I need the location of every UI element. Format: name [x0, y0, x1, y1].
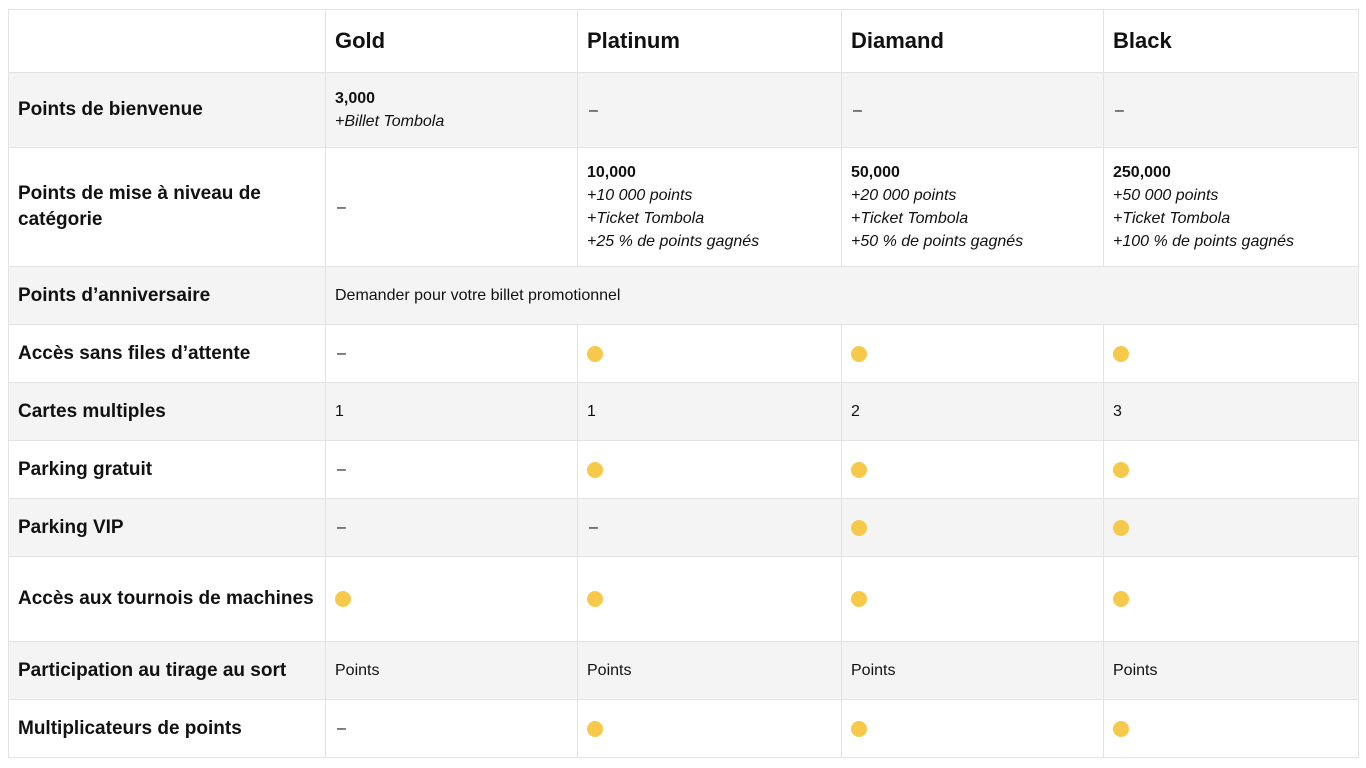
row-label: Points de mise à niveau de catégorie: [8, 147, 326, 267]
note-text: +Billet Tombola: [335, 113, 445, 130]
value-text: 50,000: [851, 164, 900, 181]
note-text: +50 % de points gagnés: [851, 233, 1024, 250]
upgrade-platinum-cell: 10,000 +10 000 points +Ticket Tombola +2…: [577, 147, 842, 267]
birthday-value: Demander pour votre billet promotionnel: [325, 266, 1359, 325]
dash-text: –: [589, 101, 598, 119]
note-text: +20 000 points: [851, 187, 957, 204]
value-text: 10,000: [587, 164, 636, 181]
note-text: +10 000 points: [587, 187, 693, 204]
table-row: Multiplicateurs de points –: [8, 699, 1359, 758]
yellow-dot-icon: [851, 461, 867, 478]
dash-text: –: [589, 519, 598, 536]
points-text: Points: [1103, 641, 1359, 700]
row-label: Multiplicateurs de points: [8, 699, 326, 758]
dash-text: –: [337, 720, 346, 737]
dash-text: –: [1115, 101, 1124, 119]
row-label: Points de bienvenue: [8, 72, 326, 148]
upgrade-diamand-cell: 50,000 +20 000 points +Ticket Tombola +5…: [841, 147, 1104, 267]
yellow-dot-icon: [587, 720, 603, 737]
yellow-dot-icon: [1113, 720, 1129, 737]
tier-header-platinum: Platinum: [577, 9, 842, 73]
dash-text: –: [337, 519, 346, 536]
note-text: +Ticket Tombola: [587, 210, 705, 227]
table-row: Points de bienvenue 3,000 +Billet Tombol…: [8, 72, 1359, 148]
dash-text: –: [337, 461, 346, 478]
dash-text: –: [337, 345, 346, 362]
note-text: +Ticket Tombola: [1113, 210, 1231, 227]
tier-header-black: Black: [1103, 9, 1359, 73]
dash-text: –: [337, 198, 346, 216]
yellow-dot-icon: [851, 519, 867, 536]
upgrade-black-cell: 250,000 +50 000 points +Ticket Tombola +…: [1103, 147, 1359, 267]
table-row: Cartes multiples 1 1 2 3: [8, 382, 1359, 441]
row-label: Parking VIP: [8, 498, 326, 557]
yellow-dot-icon: [587, 461, 603, 478]
dash-text: –: [853, 101, 862, 119]
yellow-dot-icon: [1113, 591, 1129, 608]
row-label: Cartes multiples: [8, 382, 326, 441]
yellow-dot-icon: [1113, 345, 1129, 362]
note-text: +Ticket Tombola: [851, 210, 969, 227]
yellow-dot-icon: [1113, 461, 1129, 478]
yellow-dot-icon: [587, 345, 603, 362]
points-text: Points: [577, 641, 842, 700]
note-text: +50 000 points: [1113, 187, 1219, 204]
count-text: 1: [325, 382, 578, 441]
row-label: Accès sans files d’attente: [8, 324, 326, 383]
yellow-dot-icon: [587, 591, 603, 608]
count-text: 3: [1103, 382, 1359, 441]
table-row: Parking VIP – –: [8, 498, 1359, 557]
row-label: Accès aux tournois de machines: [8, 556, 326, 642]
yellow-dot-icon: [851, 591, 867, 608]
yellow-dot-icon: [1113, 519, 1129, 536]
table-row: Parking gratuit –: [8, 440, 1359, 499]
row-label: Parking gratuit: [8, 440, 326, 499]
row-label: Participation au tirage au sort: [8, 641, 326, 700]
table-row: Accès sans files d’attente –: [8, 324, 1359, 383]
value-text: 3,000: [335, 90, 376, 107]
count-text: 2: [841, 382, 1104, 441]
yellow-dot-icon: [851, 720, 867, 737]
points-text: Points: [841, 641, 1104, 700]
value-text: 250,000: [1113, 164, 1171, 181]
welcome-gold-cell: 3,000 +Billet Tombola: [325, 72, 578, 148]
table-row: Points d’anniversaire Demander pour votr…: [8, 266, 1359, 325]
tier-header-diamand: Diamand: [841, 9, 1104, 73]
row-label: Points d’anniversaire: [8, 266, 326, 325]
count-text: 1: [577, 382, 842, 441]
table-row: Points de mise à niveau de catégorie – 1…: [8, 147, 1359, 267]
note-text: +25 % de points gagnés: [587, 233, 760, 250]
table-row: Participation au tirage au sort Points P…: [8, 641, 1359, 700]
table-row: Accès aux tournois de machines: [8, 556, 1359, 642]
tier-comparison-table: Gold Platinum Diamand Black Points de bi…: [8, 9, 1359, 758]
points-text: Points: [325, 641, 578, 700]
note-text: +100 % de points gagnés: [1113, 233, 1295, 250]
tier-header-gold: Gold: [325, 9, 578, 73]
header-row: Gold Platinum Diamand Black: [8, 9, 1359, 73]
yellow-dot-icon: [851, 345, 867, 362]
header-empty-cell: [8, 9, 326, 73]
yellow-dot-icon: [335, 591, 351, 608]
